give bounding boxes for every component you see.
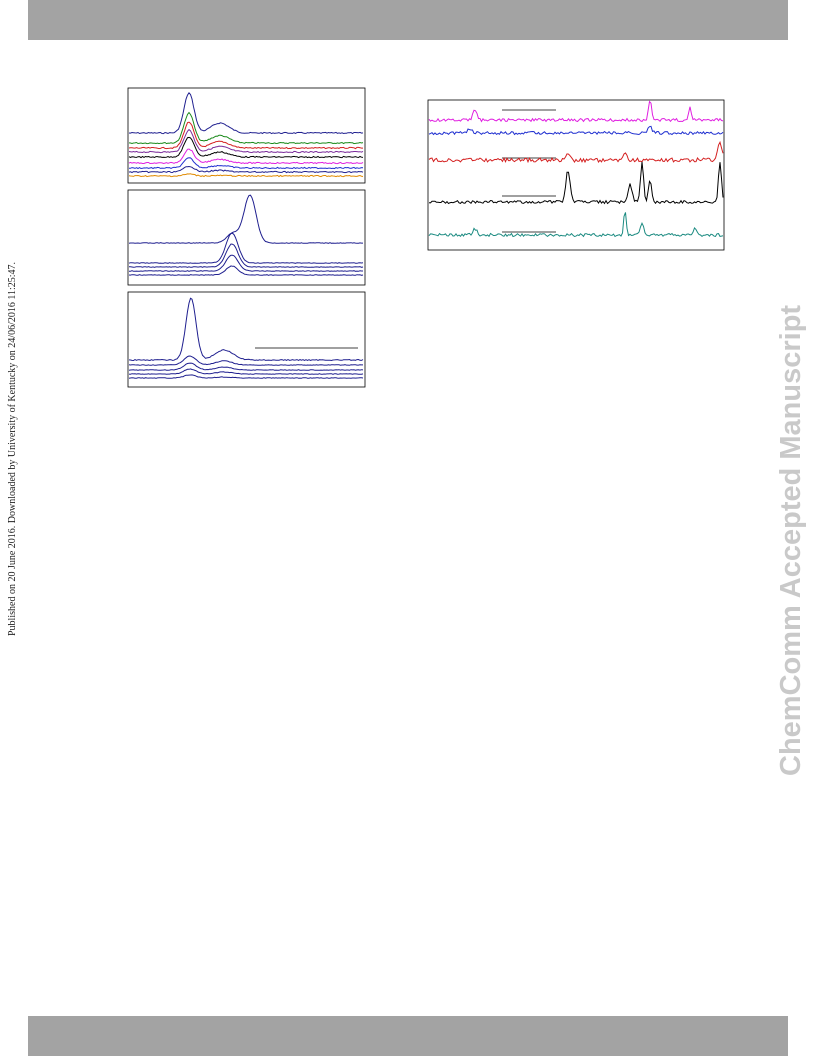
watermark: ChemComm Accepted Manuscript (775, 305, 807, 776)
spectrum-trace (129, 157, 364, 170)
spectrum-trace (428, 161, 724, 205)
panel-frame (127, 189, 366, 286)
spectrum-trace (128, 194, 363, 244)
header-bar (28, 0, 788, 40)
spectrum-trace (128, 121, 363, 150)
spectrum-trace (128, 136, 364, 159)
spectrum-trace (128, 148, 364, 165)
spectrum-trace (128, 265, 364, 276)
spectrum-trace (128, 128, 364, 154)
spectrum-trace (128, 165, 364, 174)
spectrum-trace (428, 100, 724, 123)
figure (127, 87, 725, 388)
spectrum-trace (129, 243, 364, 268)
panel-frame (127, 87, 366, 184)
side-note: Published on 20 June 2016. Downloaded by… (7, 262, 18, 636)
spectrum-trace (128, 91, 364, 135)
panel-frame (427, 99, 725, 251)
spectrum-trace (128, 368, 364, 375)
spectrum-trace (128, 173, 364, 178)
spectrum-trace (128, 111, 364, 145)
spectrum-trace (128, 254, 363, 272)
spectrum-trace (428, 212, 724, 238)
spectrum-trace (128, 232, 364, 264)
spectrum-trace (128, 374, 364, 379)
spectrum-trace (128, 297, 364, 362)
spectrum-trace (428, 125, 724, 136)
panel-frame (127, 291, 366, 388)
spectrum-trace (128, 355, 363, 366)
spectrum-trace (428, 140, 724, 164)
footer-bar (28, 1016, 788, 1056)
spectrum-trace (128, 362, 364, 371)
